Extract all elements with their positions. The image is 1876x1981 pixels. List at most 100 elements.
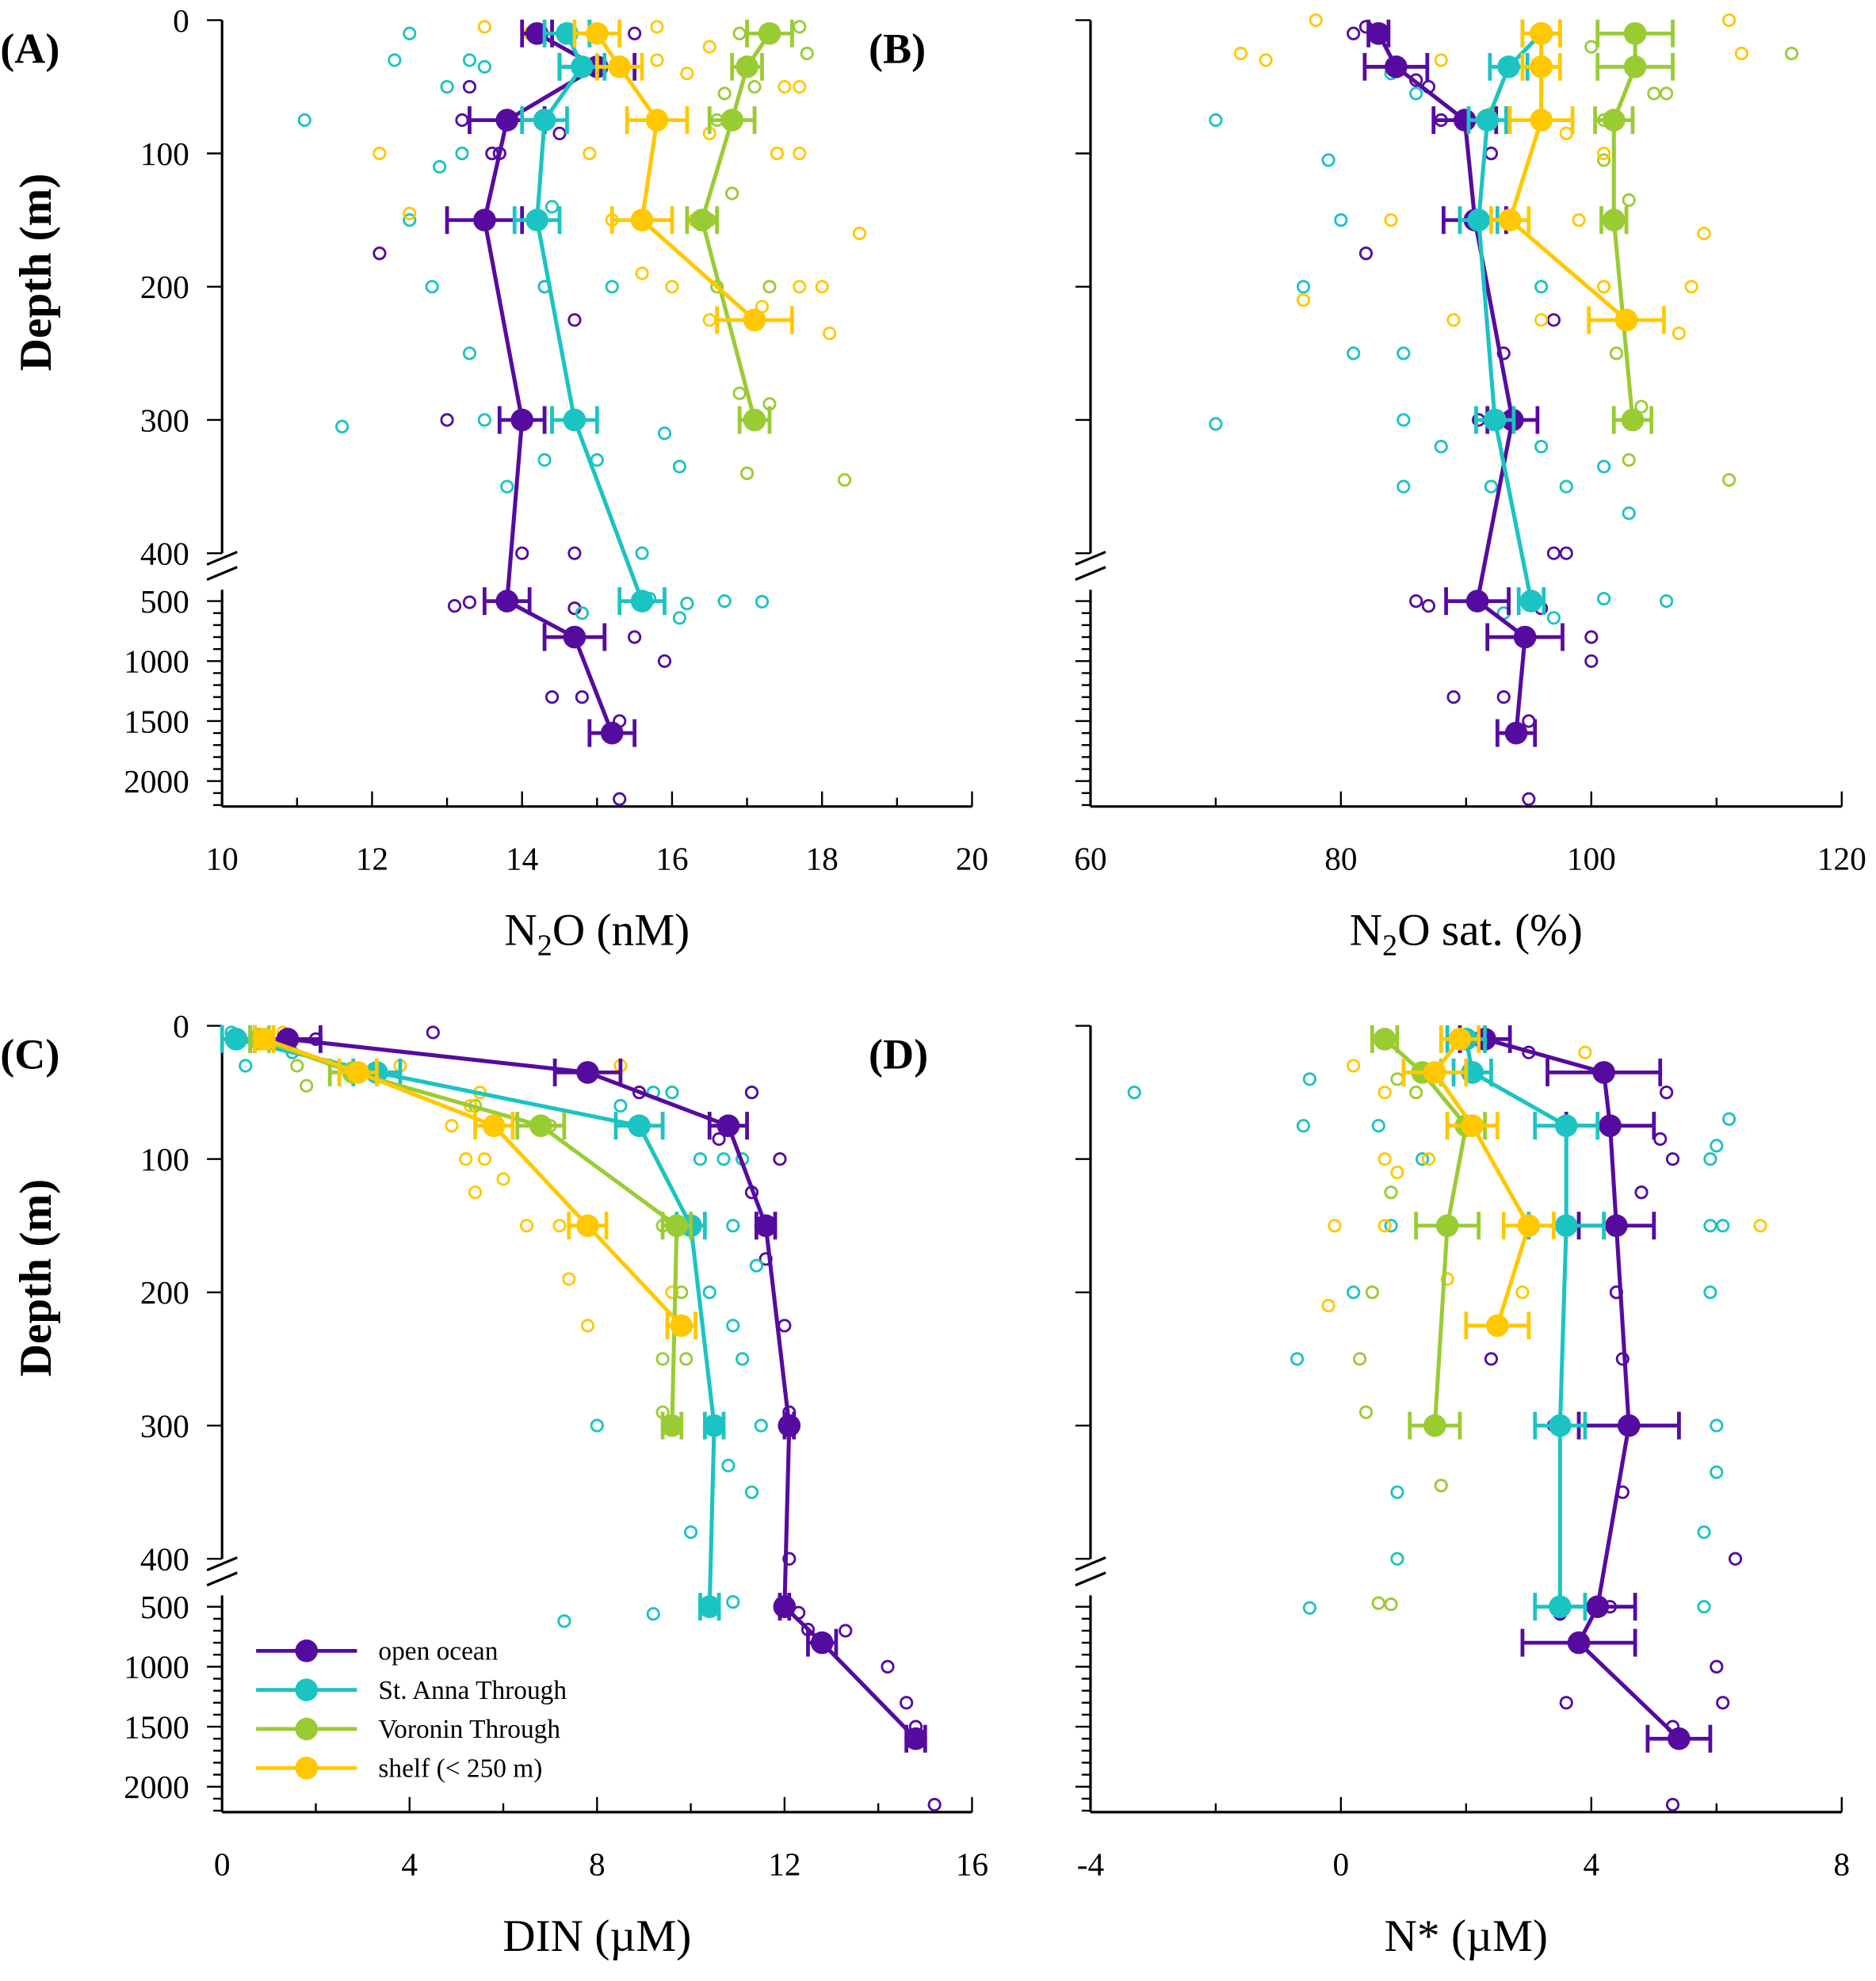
mean-point (495, 109, 519, 132)
raw-point (1496, 690, 1511, 704)
y-tick-label: 200 (140, 269, 189, 305)
mean-point (743, 308, 766, 332)
x-tick-label: 10 (206, 840, 239, 876)
raw-point (1597, 280, 1611, 294)
mean-point (1423, 1061, 1446, 1084)
x-axis-title: N* (µM) (1385, 1911, 1548, 1961)
mean-point (690, 208, 714, 232)
raw-point (433, 159, 447, 174)
raw-point (562, 1272, 576, 1286)
raw-point (455, 147, 469, 161)
raw-point (1660, 86, 1674, 101)
raw-point (702, 1285, 716, 1300)
mean-point (563, 625, 586, 649)
raw-point (1347, 1285, 1361, 1300)
raw-point (900, 1696, 914, 1710)
raw-point (1365, 1285, 1379, 1300)
y-tick-label: 100 (140, 136, 189, 172)
mean-point (1586, 1595, 1610, 1618)
raw-point (1584, 654, 1599, 668)
raw-point (739, 466, 755, 480)
mean-point (576, 1214, 599, 1238)
mean-point (586, 21, 609, 45)
y-tick-label: 400 (140, 1541, 189, 1578)
raw-point (1710, 1418, 1724, 1433)
raw-point (1396, 413, 1411, 427)
mean-point (1605, 1214, 1628, 1238)
axis-break-mark (206, 1556, 238, 1587)
raw-point (744, 1485, 759, 1499)
x-tick-label: 16 (956, 1845, 988, 1882)
raw-point (583, 147, 597, 161)
raw-point (440, 413, 454, 427)
raw-point (403, 213, 417, 227)
raw-point (544, 200, 560, 214)
raw-point (1296, 293, 1311, 307)
raw-point (837, 473, 852, 487)
panel-label: (D) (869, 1031, 928, 1078)
x-tick-label: 0 (214, 1845, 231, 1882)
raw-point (1515, 1285, 1530, 1300)
raw-point (1710, 1465, 1724, 1479)
panel-label: (C) (0, 1031, 59, 1078)
mean-point (778, 1414, 801, 1437)
raw-point (1334, 213, 1348, 227)
raw-point (1309, 13, 1323, 28)
raw-point (580, 1319, 595, 1333)
legend-label: St. Anna Through (378, 1676, 567, 1705)
mean-point (904, 1727, 927, 1750)
legend-marker (295, 1678, 319, 1701)
raw-point (1716, 1696, 1730, 1710)
raw-point (800, 46, 814, 61)
mean-point (702, 1414, 726, 1437)
x-tick-label: -4 (1077, 1845, 1105, 1882)
mean-point (773, 1595, 797, 1618)
legend-label: Voronin Through (378, 1715, 560, 1744)
raw-point (1446, 313, 1461, 327)
raw-point (1716, 1219, 1730, 1233)
raw-point (477, 413, 491, 427)
y-tick-label: 0 (173, 1008, 189, 1044)
mean-point (571, 55, 594, 78)
raw-point (1421, 1152, 1436, 1166)
raw-point (1390, 1485, 1404, 1499)
raw-point (440, 79, 454, 94)
mean-point (735, 55, 758, 78)
raw-point (1684, 280, 1698, 294)
mean-point (670, 1314, 693, 1338)
mean-point (1486, 1314, 1509, 1338)
legend-marker (295, 1756, 319, 1780)
raw-point (702, 313, 716, 327)
mean-point (510, 408, 534, 432)
raw-point (1697, 1600, 1711, 1614)
raw-point (1434, 440, 1448, 454)
raw-point (684, 1525, 698, 1540)
mean-point (743, 408, 766, 432)
mean-point (1623, 55, 1647, 78)
raw-point (1396, 346, 1411, 361)
raw-point (1609, 346, 1624, 361)
raw-point (373, 246, 387, 261)
mean-point (346, 1061, 370, 1084)
x-tick-label: 60 (1074, 840, 1106, 876)
raw-point (773, 1152, 787, 1166)
mean-point (529, 1114, 552, 1137)
raw-point (462, 346, 477, 361)
raw-point (1578, 1045, 1592, 1059)
raw-point (679, 1352, 693, 1366)
x-axis-title-text: N* (µM) (1385, 1911, 1548, 1961)
raw-point (1534, 440, 1549, 454)
raw-point (1622, 506, 1636, 521)
raw-point (388, 53, 402, 67)
mean-point (716, 1114, 740, 1137)
panel-a: 10 12 14 16 18 200100200300400500100015002000… (0, 2, 988, 963)
x-tick-label: 120 (1817, 840, 1866, 876)
mean-point (1530, 21, 1553, 45)
raw-point (1302, 1601, 1316, 1615)
raw-point (468, 1185, 483, 1200)
raw-point (1784, 46, 1799, 61)
y-tick-label: 1500 (124, 1708, 189, 1745)
mean-point (1530, 109, 1553, 132)
y-tick-label: 300 (140, 1407, 189, 1444)
mean-point (660, 1414, 684, 1437)
